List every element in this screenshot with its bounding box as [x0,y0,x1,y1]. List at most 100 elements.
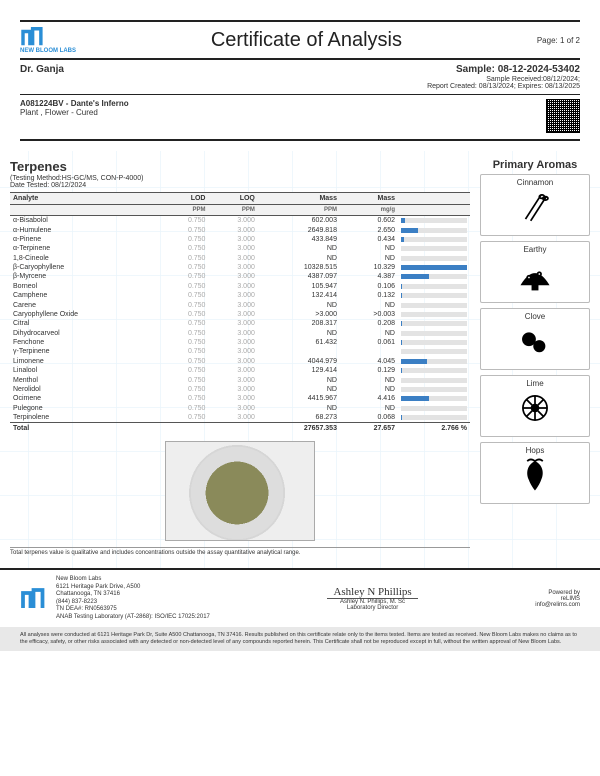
loq: 3.000 [208,375,257,384]
loq: 3.000 [208,310,257,319]
loq: 3.000 [208,272,257,281]
loq: 3.000 [208,263,257,272]
total-ppm: 27657.353 [258,423,340,434]
table-row: γ-Terpinene0.7503.000 [10,347,470,356]
lod: 0.750 [159,404,208,413]
bar-cell [398,366,470,375]
loq: 3.000 [208,394,257,403]
mass-ppm: 4044.979 [258,357,340,366]
mass-mgg: 0.208 [340,319,398,328]
table-row: Terpinolene0.7503.00068.2730.068 [10,413,470,423]
loq: 3.000 [208,366,257,375]
lod: 0.750 [159,272,208,281]
mass-mgg: 4.387 [340,272,398,281]
terpenes-table: Analyte LOD LOQ Mass Mass PPM PPM PPM mg… [10,192,470,433]
mass-ppm: ND [258,254,340,263]
bar-cell [398,375,470,384]
bar-cell [398,291,470,300]
mass-mgg: 0.129 [340,366,398,375]
footer-accred: ANAB Testing Laboratory (AT-2868): ISO/I… [56,614,210,622]
analyte: 1,8-Cineole [10,254,159,263]
mass-ppm: 2649.818 [258,225,340,234]
analyte: Dihydrocarveol [10,329,159,338]
signature: Ashley N Phillips [327,586,417,599]
mass-mgg: 0.061 [340,338,398,347]
bar-cell [398,394,470,403]
mass-ppm: 129.414 [258,366,340,375]
loq: 3.000 [208,300,257,309]
clove-icon [481,322,589,365]
powered-email: info@relims.com [535,602,580,608]
bar-cell [398,310,470,319]
loq: 3.000 [208,347,257,356]
mass-ppm: ND [258,244,340,253]
bar-cell [398,272,470,281]
mass-mgg: 0.068 [340,413,398,423]
analyte: γ-Terpinene [10,347,159,356]
mass-mgg [340,347,398,356]
table-row: α-Humulene0.7503.0002649.8182.650 [10,225,470,234]
analyte: Fenchone [10,338,159,347]
table-row: Menthol0.7503.000NDND [10,375,470,384]
table-row: β-Myrcene0.7503.0004387.0974.387 [10,272,470,281]
total-pct: 2.766 % [398,423,470,434]
table-row: Nerolidol0.7503.000NDND [10,385,470,394]
bar-cell [398,413,470,423]
lab-logo: NEW BLOOM LABS [20,26,76,54]
table-row: Linalool0.7503.000129.4140.129 [10,366,470,375]
mass-ppm: ND [258,300,340,309]
footer-addr2: Chattanooga, TN 37416 [56,591,210,599]
lod: 0.750 [159,357,208,366]
total-mgg: 27.657 [340,423,398,434]
page-number: Page: 1 of 2 [537,36,580,45]
lod: 0.750 [159,244,208,253]
footer: New Bloom Labs 6121 Heritage Park Drive,… [0,568,600,627]
lod: 0.750 [159,329,208,338]
table-row: Citral0.7503.000208.3170.208 [10,319,470,328]
table-subunits-row: PPM PPM PPM mg/g [10,205,470,216]
mass-mgg: ND [340,254,398,263]
table-row: Carene0.7503.000NDND [10,300,470,309]
aroma-label: Hops [481,446,589,455]
mass-mgg: 0.602 [340,216,398,226]
bar-cell [398,347,470,356]
mass-ppm: ND [258,329,340,338]
aroma-card: Hops [480,442,590,504]
analyte: Linalool [10,366,159,375]
col-analyte: Analyte [10,193,159,205]
bar-cell [398,263,470,272]
mass-ppm: ND [258,385,340,394]
lime-icon [481,389,589,432]
aroma-card: Lime [480,375,590,437]
earthy-icon [481,255,589,298]
bar-cell [398,300,470,309]
sample-received: Sample Received:08/12/2024; [427,76,580,83]
table-row: Pulegone0.7503.000NDND [10,404,470,413]
mass-mgg: ND [340,404,398,413]
lod: 0.750 [159,385,208,394]
bar-cell [398,385,470,394]
cinnamon-icon [481,188,589,231]
loq: 3.000 [208,404,257,413]
loq: 3.000 [208,282,257,291]
mass-mgg: ND [340,244,398,253]
lod: 0.750 [159,225,208,234]
report-created: Report Created: 08/13/2024; Expires: 08/… [427,83,580,90]
table-row: 1,8-Cineole0.7503.000NDND [10,254,470,263]
table-row: Dihydrocarveol0.7503.000NDND [10,329,470,338]
lod: 0.750 [159,413,208,423]
mass-mgg: ND [340,385,398,394]
total-label: Total [10,423,159,434]
analyte: α-Humulene [10,225,159,234]
loq: 3.000 [208,385,257,394]
analyte: Ocimene [10,394,159,403]
mass-ppm: ND [258,375,340,384]
table-row: α-Bisabolol0.7503.000602.0030.602 [10,216,470,226]
analyte: Borneol [10,282,159,291]
bar-cell [398,282,470,291]
signer-title: Laboratory Director [327,605,417,611]
aroma-label: Cinnamon [481,178,589,187]
product-type: Plant , Flower - Cured [20,108,129,117]
loq: 3.000 [208,357,257,366]
section-title: Terpenes [10,159,470,174]
